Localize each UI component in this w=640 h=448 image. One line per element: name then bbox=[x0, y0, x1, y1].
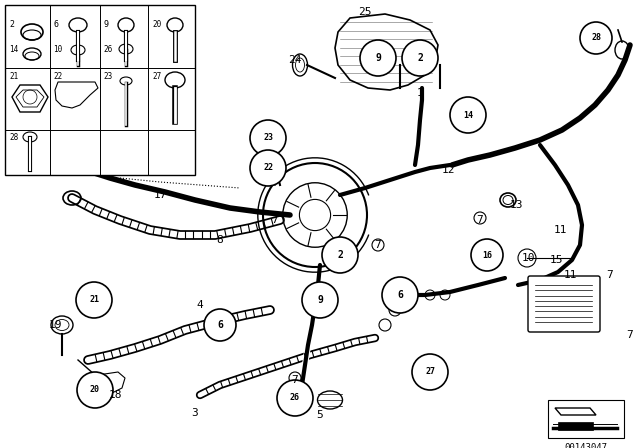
Text: 16: 16 bbox=[482, 250, 492, 259]
Text: 21: 21 bbox=[89, 296, 99, 305]
Bar bbox=[5, 5, 195, 175]
Text: 1: 1 bbox=[417, 88, 424, 98]
Text: 18: 18 bbox=[108, 390, 122, 400]
Text: 7: 7 bbox=[477, 215, 483, 225]
Text: 6: 6 bbox=[53, 20, 58, 29]
Text: 23: 23 bbox=[103, 72, 112, 81]
Text: 7: 7 bbox=[292, 375, 298, 385]
Text: 10: 10 bbox=[521, 253, 535, 263]
Text: 7: 7 bbox=[271, 215, 278, 225]
Text: 2: 2 bbox=[337, 250, 343, 260]
Circle shape bbox=[360, 40, 396, 76]
FancyBboxPatch shape bbox=[528, 276, 600, 332]
Circle shape bbox=[322, 237, 358, 273]
Text: 23: 23 bbox=[263, 134, 273, 142]
Text: 9: 9 bbox=[317, 295, 323, 305]
Text: 27: 27 bbox=[425, 367, 435, 376]
Text: 9: 9 bbox=[375, 53, 381, 63]
Text: 2: 2 bbox=[9, 20, 14, 29]
Text: 20: 20 bbox=[90, 385, 100, 395]
Text: 6: 6 bbox=[397, 290, 403, 300]
Circle shape bbox=[277, 380, 313, 416]
Text: 26: 26 bbox=[290, 393, 300, 402]
Text: 14: 14 bbox=[9, 45, 19, 54]
Text: 28: 28 bbox=[591, 34, 601, 43]
Text: 10: 10 bbox=[53, 45, 62, 54]
Text: 22: 22 bbox=[263, 164, 273, 172]
Text: 21: 21 bbox=[9, 72, 19, 81]
Circle shape bbox=[77, 372, 113, 408]
Text: 14: 14 bbox=[463, 111, 473, 120]
Text: 17: 17 bbox=[153, 190, 167, 200]
Text: 22: 22 bbox=[53, 72, 62, 81]
Circle shape bbox=[204, 309, 236, 341]
Text: 9: 9 bbox=[103, 20, 108, 29]
Text: 00143047: 00143047 bbox=[564, 443, 607, 448]
Text: 28: 28 bbox=[9, 133, 19, 142]
Circle shape bbox=[250, 150, 286, 186]
Text: 13: 13 bbox=[509, 200, 523, 210]
Text: 27: 27 bbox=[152, 72, 161, 81]
Text: 7: 7 bbox=[607, 270, 613, 280]
Circle shape bbox=[382, 277, 418, 313]
Text: 7: 7 bbox=[627, 330, 634, 340]
Text: 3: 3 bbox=[191, 408, 198, 418]
Text: 20: 20 bbox=[152, 20, 161, 29]
Text: 19: 19 bbox=[48, 320, 61, 330]
Circle shape bbox=[302, 282, 338, 318]
Text: 7: 7 bbox=[374, 240, 381, 250]
Text: 11: 11 bbox=[553, 225, 567, 235]
Circle shape bbox=[402, 40, 438, 76]
Circle shape bbox=[412, 354, 448, 390]
Bar bbox=[548, 400, 624, 438]
Text: 8: 8 bbox=[216, 235, 223, 245]
Text: 24: 24 bbox=[288, 55, 301, 65]
Text: 4: 4 bbox=[196, 300, 204, 310]
Circle shape bbox=[76, 282, 112, 318]
Text: 6: 6 bbox=[217, 320, 223, 330]
Circle shape bbox=[580, 22, 612, 54]
Circle shape bbox=[450, 97, 486, 133]
Text: 26: 26 bbox=[103, 45, 112, 54]
Text: 5: 5 bbox=[317, 410, 323, 420]
Text: 25: 25 bbox=[358, 7, 372, 17]
Polygon shape bbox=[558, 422, 593, 430]
Text: 2: 2 bbox=[417, 53, 423, 63]
Text: 11: 11 bbox=[563, 270, 577, 280]
Circle shape bbox=[250, 120, 286, 156]
Text: 12: 12 bbox=[441, 165, 455, 175]
Circle shape bbox=[471, 239, 503, 271]
Text: 15: 15 bbox=[549, 255, 563, 265]
